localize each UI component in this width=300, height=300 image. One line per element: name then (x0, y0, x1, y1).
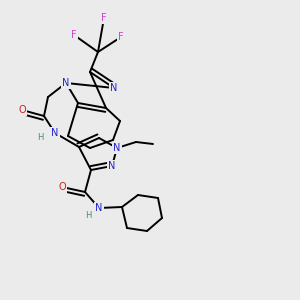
Text: F: F (71, 30, 77, 40)
Text: N: N (62, 78, 70, 88)
Text: O: O (58, 182, 66, 192)
Text: H: H (85, 212, 91, 220)
Text: O: O (18, 105, 26, 115)
Text: N: N (113, 143, 121, 153)
Text: N: N (51, 128, 59, 138)
Text: F: F (118, 32, 124, 42)
Text: N: N (95, 203, 103, 213)
Text: N: N (108, 161, 116, 171)
Text: H: H (37, 134, 43, 142)
Text: N: N (110, 83, 118, 93)
Text: F: F (101, 13, 107, 23)
